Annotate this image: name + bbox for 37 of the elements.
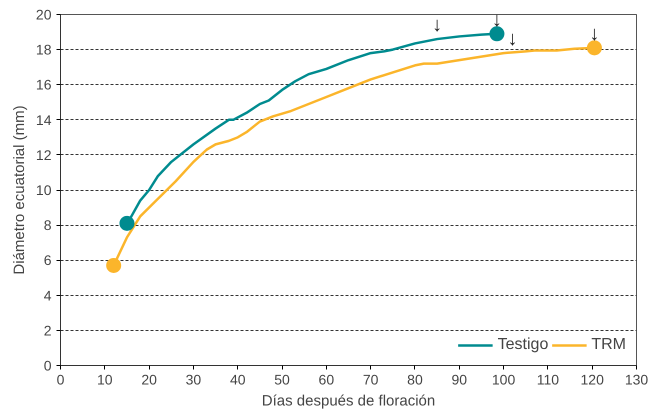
legend-label: TRM — [591, 336, 626, 354]
x-tick-label: 100 — [492, 372, 516, 388]
y-tick-label: 18 — [36, 42, 52, 58]
legend-label: Testigo — [498, 336, 548, 354]
y-axis-title: Diámetro ecuatorial (mm) — [10, 105, 28, 275]
x-tick-label: 90 — [451, 372, 468, 388]
y-tick-label: 16 — [36, 76, 52, 93]
x-tick-label: 70 — [362, 372, 379, 388]
x-tick-label: 130 — [624, 372, 648, 388]
x-tick-label: 30 — [186, 372, 202, 388]
x-tick-label: 10 — [97, 372, 113, 388]
y-tick-label: 20 — [36, 6, 52, 22]
x-tick-label: 20 — [141, 372, 158, 388]
annotation: ↓ — [492, 8, 502, 31]
x-tick-label: 50 — [274, 372, 290, 388]
y-tick-label: 8 — [44, 217, 52, 234]
x-tick-label: 0 — [56, 372, 65, 388]
y-tick-label: 12 — [36, 146, 52, 163]
point — [106, 258, 122, 273]
x-tick-label: 120 — [580, 372, 604, 388]
x-tick-label: 110 — [536, 372, 560, 388]
annotation: ↓ — [589, 22, 600, 45]
y-tick-label: 2 — [44, 322, 52, 338]
x-tick-label: 60 — [318, 372, 334, 388]
y-tick-label: 6 — [44, 252, 52, 268]
point — [489, 26, 504, 42]
x-tick-label: 80 — [407, 372, 423, 388]
point — [119, 216, 134, 231]
annotation: ↓ — [432, 14, 442, 36]
point — [586, 40, 602, 56]
y-tick-label: 0 — [44, 358, 52, 374]
x-axis-title: Días después de floración — [262, 392, 436, 410]
y-tick-label: 4 — [44, 287, 52, 304]
x-tick-label: 40 — [230, 372, 246, 388]
annotation: ↓ — [507, 28, 518, 50]
y-tick-label: 14 — [36, 112, 52, 128]
y-tick-label: 10 — [36, 182, 52, 198]
